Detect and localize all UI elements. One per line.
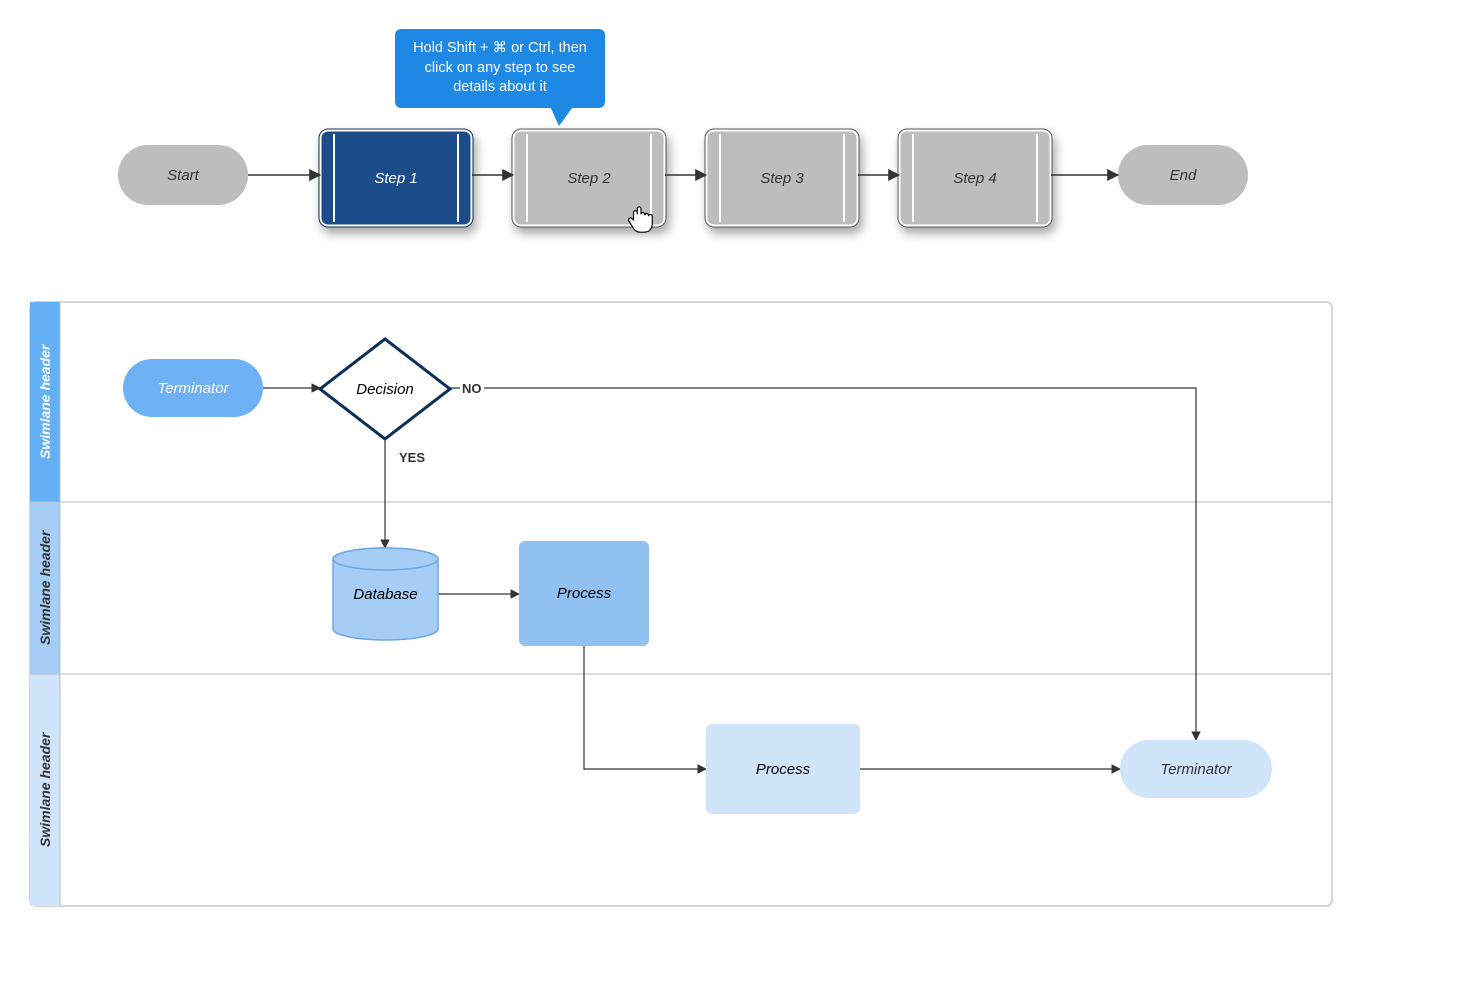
label-term1: Terminator xyxy=(123,359,263,417)
label-proc1: Process xyxy=(519,541,649,646)
label-end: End xyxy=(1118,145,1248,205)
lane-header-2: Swimlane header xyxy=(30,674,60,906)
label-term2: Terminator xyxy=(1120,740,1272,798)
label-s2: Step 2 xyxy=(513,130,665,226)
label-start: Start xyxy=(118,145,248,205)
label-s1: Step 1 xyxy=(320,130,472,226)
label-db: Database xyxy=(333,548,438,640)
edge-proc1-proc2 xyxy=(584,646,706,769)
lane-header-1: Swimlane header xyxy=(30,502,60,674)
edge-label-yes: YES xyxy=(397,450,427,465)
label-s4: Step 4 xyxy=(899,130,1051,226)
label-dec: Decision xyxy=(320,339,450,439)
hint-tooltip: Hold Shift + ⌘ or Ctrl, then click on an… xyxy=(395,29,605,108)
diagram-canvas: Hold Shift + ⌘ or Ctrl, then click on an… xyxy=(0,0,1482,995)
lane-header-0: Swimlane header xyxy=(30,302,60,502)
edge-label-no: NO xyxy=(460,381,484,396)
label-proc2: Process xyxy=(706,724,860,814)
label-s3: Step 3 xyxy=(706,130,858,226)
